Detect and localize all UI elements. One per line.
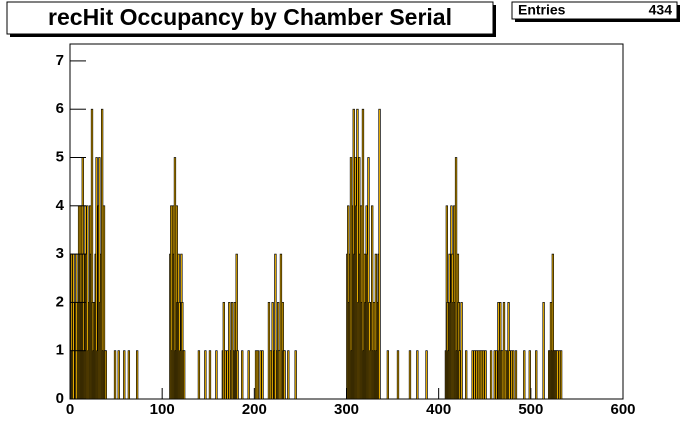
histogram-bar	[224, 350, 227, 400]
y-tick-label: 1	[56, 342, 64, 359]
histogram-bar	[473, 350, 476, 400]
histogram-bar	[535, 350, 538, 400]
histogram-bar	[510, 350, 513, 400]
histogram-bar	[287, 350, 290, 400]
histogram-bar	[495, 350, 498, 400]
histogram-bar	[283, 350, 286, 400]
histogram-bar	[247, 350, 250, 400]
histogram-bar	[104, 350, 107, 400]
histogram-bar	[226, 350, 229, 400]
histogram-bar	[556, 350, 559, 400]
histogram-bar	[274, 253, 277, 400]
stats-value: 434	[649, 2, 673, 18]
histogram-bar	[236, 350, 239, 400]
x-tick-label: 400	[426, 401, 451, 418]
histogram-bar	[215, 350, 218, 400]
histogram-bar	[123, 350, 126, 400]
histogram-bar	[508, 350, 511, 400]
histogram-bar	[228, 302, 231, 400]
histogram-bar	[136, 350, 139, 400]
y-tick-label: 6	[56, 100, 64, 117]
chart-title: recHit Occupancy by Chamber Serial	[48, 4, 452, 30]
x-tick-label: 100	[150, 401, 175, 418]
histogram-bar	[460, 302, 463, 400]
histogram-bar	[75, 253, 78, 400]
y-tick-label: 4	[56, 197, 65, 214]
histogram-bar	[259, 350, 262, 400]
histogram-bar	[396, 350, 400, 400]
histogram-bar	[127, 350, 131, 400]
histogram-bar	[241, 350, 244, 400]
histogram-bar	[502, 302, 506, 400]
y-tick-label: 2	[56, 293, 64, 310]
histogram-bar	[482, 350, 485, 400]
y-tick-label: 3	[56, 245, 64, 262]
x-tick-label: 200	[242, 401, 267, 418]
histogram-bar	[528, 350, 531, 400]
y-tick-label: 7	[56, 52, 64, 69]
histogram-bar	[269, 350, 272, 400]
title-box	[6, 1, 494, 35]
x-tick-label: 500	[518, 401, 543, 418]
histogram-bar	[489, 350, 493, 400]
histogram-bar	[471, 350, 474, 400]
histogram-bar	[478, 350, 482, 400]
histogram-bar	[458, 350, 461, 400]
histogram-bar	[279, 253, 283, 400]
stats-box	[511, 1, 678, 20]
histogram-bar	[480, 350, 484, 400]
histogram-bar	[523, 350, 526, 400]
histogram-bar	[477, 350, 480, 400]
histogram-bar	[465, 350, 468, 400]
histogram-bar	[425, 350, 428, 400]
histogram-bar	[500, 350, 504, 400]
histogram-bar	[208, 350, 212, 400]
histogram-bar	[113, 350, 117, 400]
histogram-bar	[72, 253, 75, 400]
histogram-bar	[271, 302, 274, 400]
histogram-bar	[559, 350, 563, 400]
histogram-bar	[261, 350, 264, 400]
histogram-bar	[277, 350, 281, 400]
histogram-bar	[408, 350, 412, 400]
histogram-bar	[475, 350, 478, 400]
histogram-bar	[484, 350, 487, 400]
x-tick-label: 300	[334, 401, 359, 418]
histogram-bar	[204, 350, 207, 400]
histogram-bar	[378, 108, 381, 400]
x-tick-label: 600	[610, 401, 635, 418]
histogram-bar	[294, 350, 297, 400]
y-tick-label: 0	[56, 390, 64, 407]
histogram-bar	[558, 350, 561, 400]
histogram-bar	[514, 350, 518, 400]
histogram-bar	[386, 350, 390, 400]
histogram-bar	[117, 350, 120, 400]
histogram-bar	[230, 302, 234, 400]
histogram-bar	[416, 350, 419, 400]
histogram-bar	[504, 350, 507, 400]
histogram-bar	[222, 302, 225, 400]
y-tick-label: 5	[56, 148, 64, 165]
stats-label: Entries	[518, 2, 566, 18]
histogram-bar	[256, 350, 260, 400]
histogram-bar	[493, 350, 496, 400]
histogram-bar	[197, 350, 201, 400]
histogram-bar	[183, 350, 186, 400]
histogram-bar	[542, 302, 545, 400]
histogram-bar	[267, 302, 271, 400]
x-tick-label: 0	[66, 401, 74, 418]
histogram-bar	[512, 350, 515, 400]
histogram-bar	[254, 350, 258, 400]
